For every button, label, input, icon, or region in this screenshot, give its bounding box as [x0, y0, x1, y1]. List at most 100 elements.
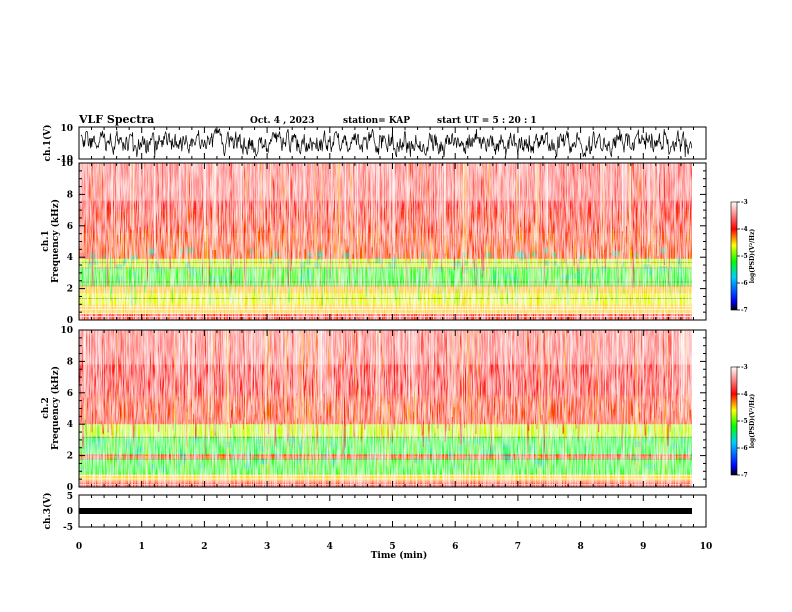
spectrogram-streak — [157, 330, 159, 420]
spectrogram-streak — [130, 330, 131, 426]
spectrogram-streak — [306, 435, 308, 465]
spectrogram-streak — [117, 163, 120, 235]
spectrogram-patch — [473, 438, 481, 444]
spectrogram-patch — [137, 446, 145, 453]
spectrogram-streak — [644, 330, 647, 436]
spectrogram-streak — [279, 330, 281, 396]
spectrogram-streak — [132, 163, 135, 230]
spectrogram-streak — [203, 229, 205, 311]
spectrogram-streak — [488, 243, 489, 312]
spectrogram-patch — [130, 254, 138, 261]
spectrogram-streak — [411, 330, 414, 397]
spectrogram-line — [79, 475, 692, 477]
spectrogram-streak — [536, 163, 538, 251]
spectrogram-streak — [310, 163, 312, 241]
time-xtick-label: 4 — [327, 542, 333, 552]
spectrogram-streak — [464, 163, 466, 241]
spectrogram-patch — [448, 451, 455, 458]
spectrogram-streak — [210, 330, 213, 419]
spectrogram-streak — [566, 163, 568, 233]
spectrogram-streak — [550, 246, 552, 309]
spectrogram-streak — [408, 403, 410, 468]
spectrogram-streak — [313, 163, 314, 241]
spectrogram-streak — [139, 163, 141, 227]
spectrogram-streak — [639, 429, 641, 471]
spectrogram-streak — [661, 330, 662, 412]
colorbar-ch1: -3 -4 -5 -6 -7 log(PSD)(V²/Hz) — [730, 199, 756, 314]
spectrogram-streak — [338, 163, 340, 313]
spectrogram-streak — [274, 330, 277, 447]
spectrogram-streak — [99, 163, 101, 253]
spectrogram-streak — [375, 444, 377, 463]
spectrogram-streak — [195, 330, 197, 440]
spectrogram-streak — [366, 163, 368, 234]
spectrogram-patch — [423, 436, 429, 443]
spectrogram-streak — [129, 330, 130, 402]
spectrogram-streak — [676, 418, 678, 466]
spectrogram-streak — [543, 330, 545, 454]
spectrogram-streak — [521, 427, 522, 462]
spectrogram-streak — [293, 227, 295, 310]
spectrogram-streak — [80, 163, 82, 254]
ch1-spec-ylabel-channel: ch.1 — [41, 230, 51, 251]
spectrogram-streak — [317, 238, 318, 303]
spectrogram-streak — [109, 391, 111, 474]
spectrogram-patch — [388, 262, 397, 268]
spectrogram-streak — [412, 330, 414, 412]
spectrogram-streak — [319, 330, 321, 400]
spectrogram-streak — [527, 330, 529, 453]
spectrogram-streak — [689, 330, 691, 410]
spectrogram-streak — [500, 330, 503, 422]
spectrogram-streak — [221, 422, 223, 468]
spectrogram-streak — [106, 163, 107, 230]
spectrogram-streak — [392, 163, 395, 254]
spectrogram-band — [79, 258, 692, 269]
spectrogram-streak — [434, 330, 436, 412]
spectrogram-streak — [371, 330, 373, 397]
spectrogram-streak — [436, 163, 438, 246]
spectrogram-patch — [551, 251, 557, 258]
spectrogram-streak — [564, 330, 567, 480]
spectrogram-streak — [244, 163, 246, 285]
spectrogram-streak — [104, 163, 106, 245]
spectrogram-streak — [655, 432, 657, 473]
spectrogram-streak — [564, 163, 566, 263]
spectrogram-streak — [554, 251, 556, 300]
spectrogram-streak — [114, 439, 116, 470]
spectrogram-patch — [288, 436, 295, 443]
spectrogram-streak — [174, 330, 175, 480]
spectrogram-streak — [596, 330, 598, 480]
spectrogram-streak — [459, 268, 461, 300]
spectrogram-patch — [147, 249, 154, 255]
spectrogram-streak — [518, 163, 521, 237]
spectrogram-streak — [162, 163, 163, 272]
spectrogram-streak — [539, 401, 540, 472]
spectrogram-streak — [667, 330, 669, 447]
spectrogram-streak — [339, 259, 341, 301]
spectrogram-streak — [520, 405, 521, 467]
spectrogram-patch — [466, 455, 471, 461]
spectrogram-streak — [457, 330, 459, 409]
spectrogram-streak — [648, 163, 650, 245]
spectrogram-streak — [444, 255, 447, 307]
spectrogram-streak — [610, 163, 612, 253]
spectrogram-streak — [304, 330, 306, 437]
time-xtick-labels: 0 1 2 3 4 5 6 7 8 9 10 — [76, 542, 712, 552]
spectrogram-streak — [450, 330, 452, 410]
spectrogram-streak — [177, 330, 180, 397]
spectrogram-streak — [600, 163, 602, 246]
spectrogram-streak — [533, 225, 535, 302]
spectrogram-streak — [684, 330, 686, 417]
spectrogram-streak — [186, 330, 188, 448]
spectrogram-streak — [243, 330, 244, 430]
spectrogram-streak — [639, 330, 641, 413]
colorbar-gradient — [730, 366, 738, 476]
spectrogram-streak — [612, 330, 614, 410]
spectrogram-patch — [342, 252, 351, 258]
spectrogram-streak — [232, 424, 235, 473]
spectrogram-streak — [575, 330, 578, 429]
spectrogram-streak — [389, 163, 391, 233]
spectrogram-streak — [501, 330, 503, 437]
spectrogram-streak — [453, 163, 456, 270]
